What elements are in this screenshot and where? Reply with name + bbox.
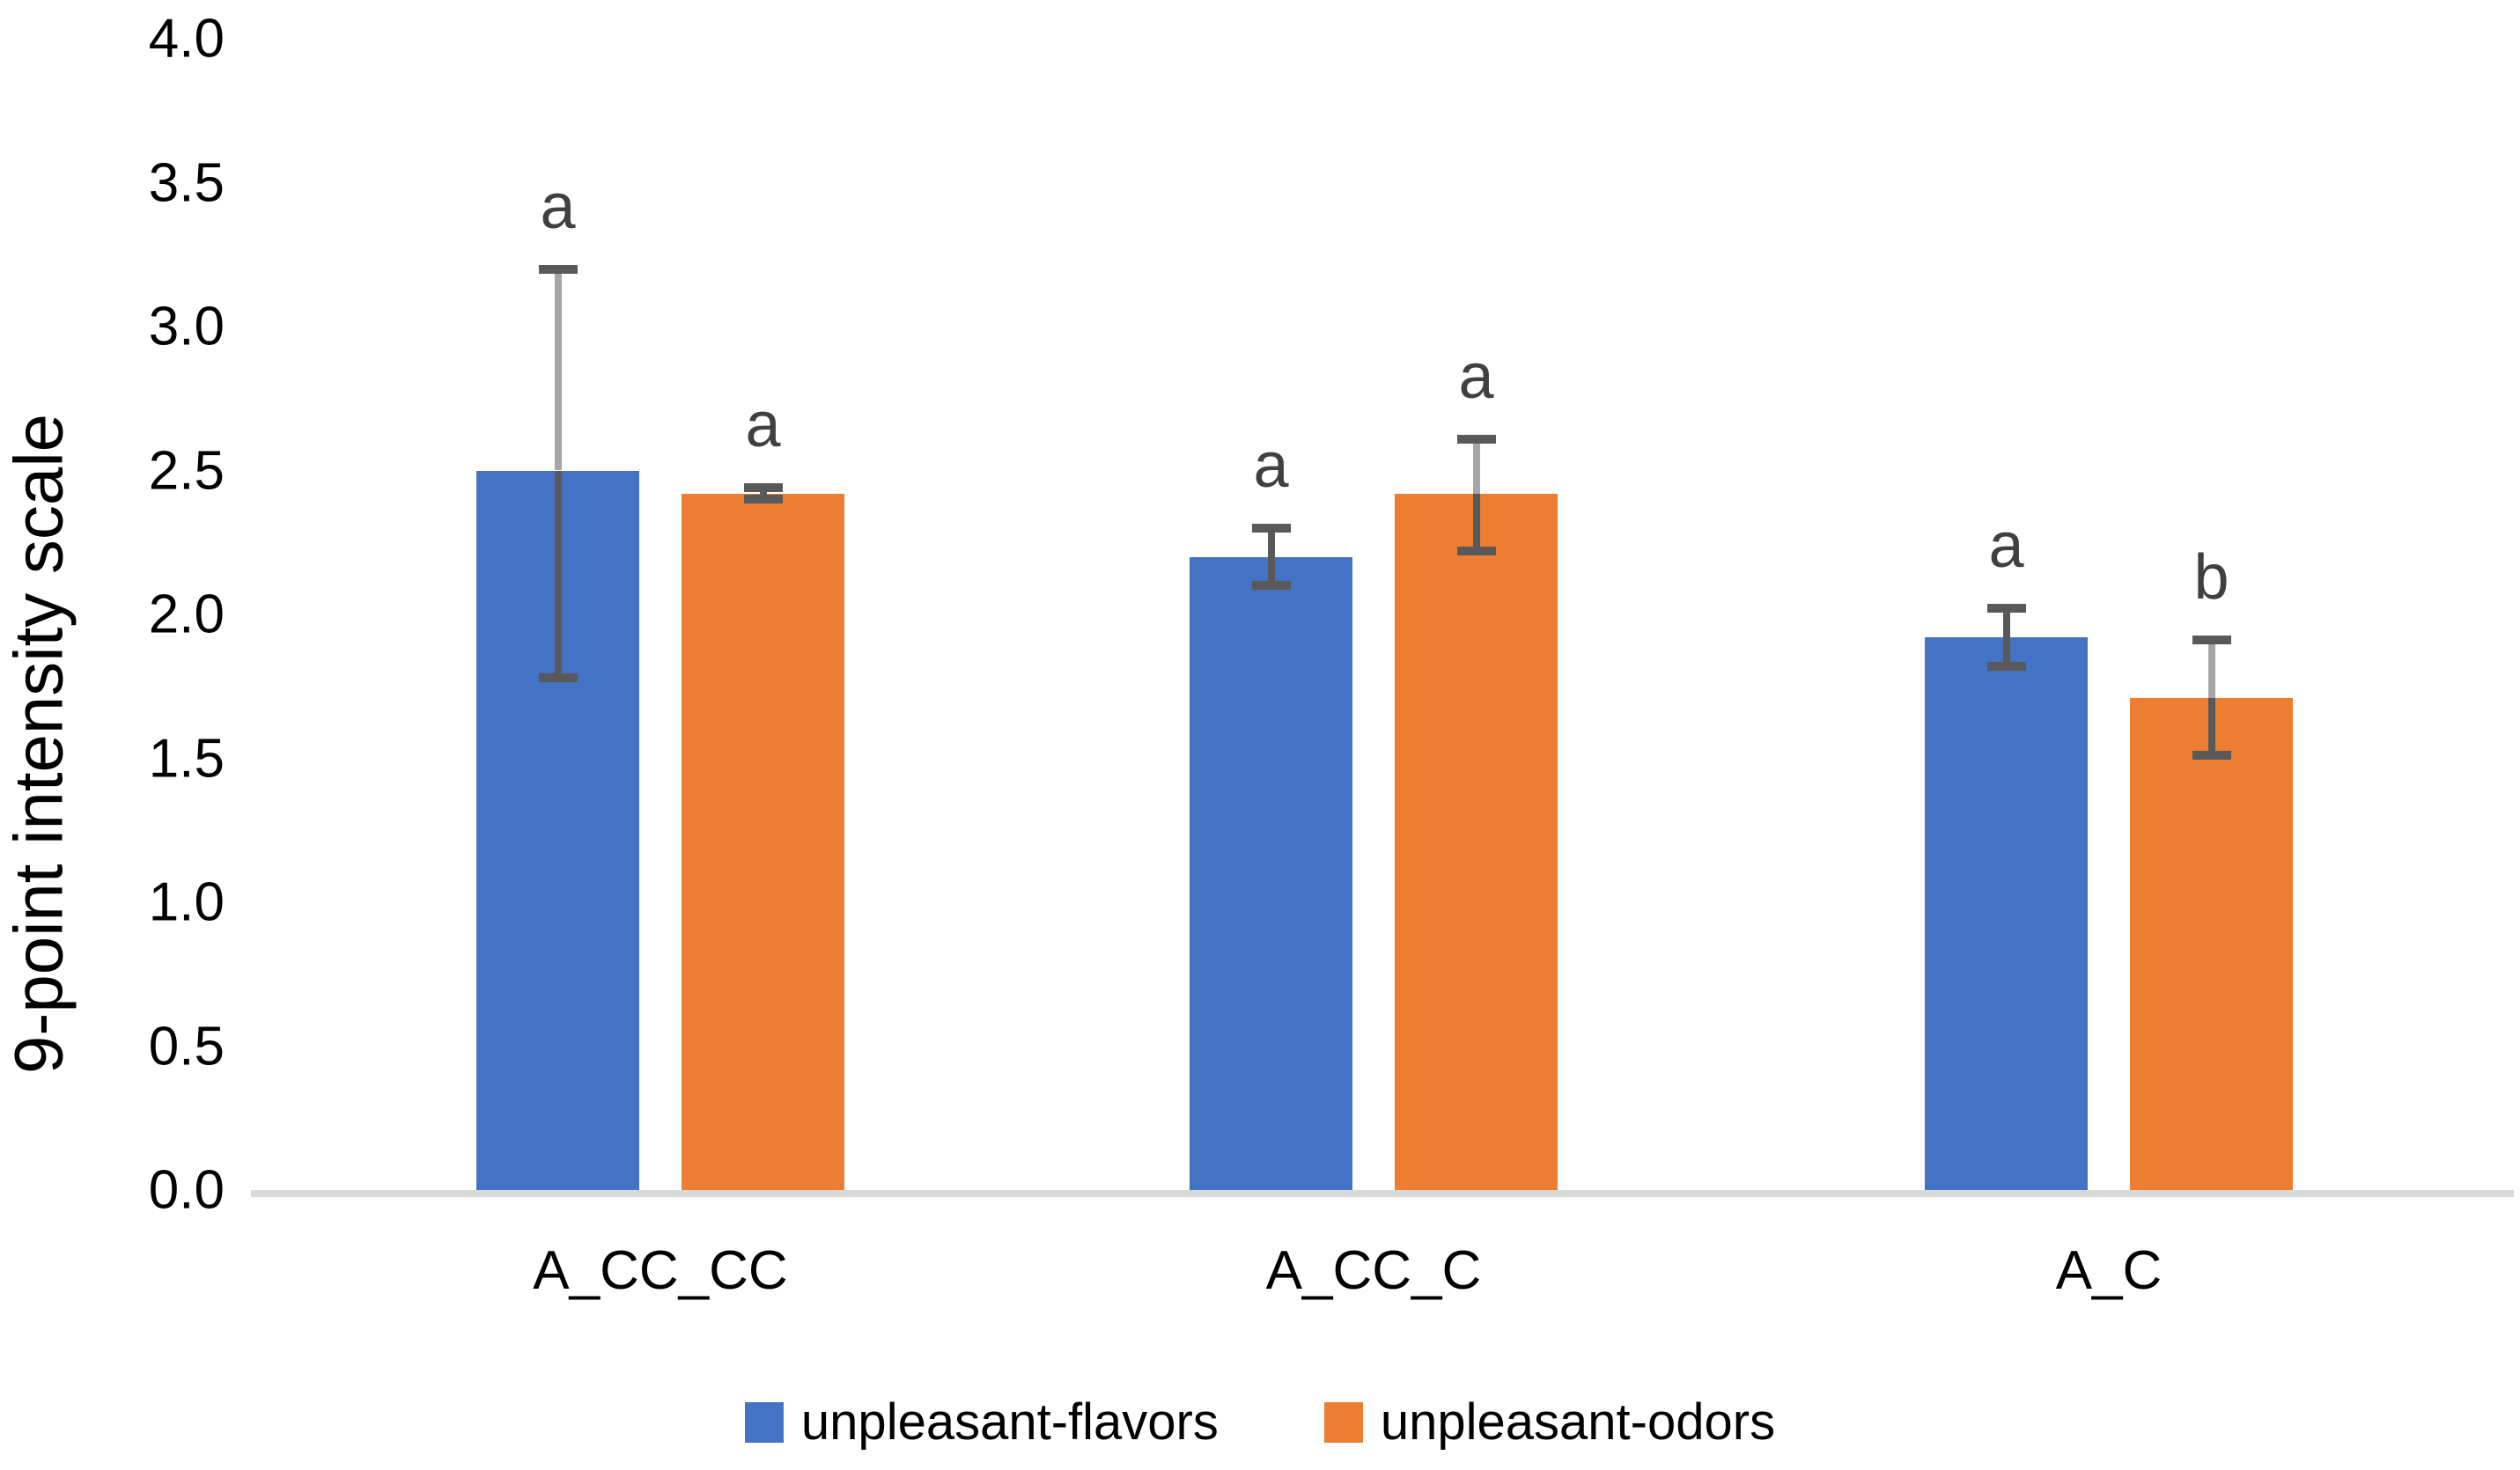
sig-letter-unpleasant-flavors-A_CC_C: a [1253,430,1289,501]
error-bar-cap-top-unpleasant-odors-A_CC_C [1456,434,1496,444]
y-tick-label-1.5: 1.5 [148,728,225,789]
y-tick-label-4.0: 4.0 [148,8,225,70]
error-bar-cap-top-unpleasant-odors-A_CC_CC [743,483,783,493]
category-label-A_CC_C: A_CC_C [1265,1240,1482,1301]
error-bar-cap-top-unpleasant-flavors-A_CC_C [1251,523,1291,533]
sig-letter-unpleasant-flavors-A_CC_CC: a [540,171,576,242]
error-bar-line-upper-unpleasant-flavors-A_CC_CC [554,268,562,471]
error-bar-line-lower-unpleasant-flavors-A_C [2002,637,2010,666]
bar-unpleasant-odors-A_C [2130,697,2293,1190]
error-bar-cap-bottom-unpleasant-odors-A_CC_C [1456,547,1496,556]
bar-unpleasant-flavors-A_CC_C [1190,556,1352,1190]
y-tick-label-0.5: 0.5 [148,1016,225,1077]
legend-item-unpleasant-flavors: unpleasant-flavors [744,1393,1219,1452]
sig-letter-unpleasant-odors-A_CC_CC: a [745,390,781,461]
error-bar-cap-bottom-unpleasant-flavors-A_CC_CC [538,673,578,682]
x-axis-line [251,1190,2514,1197]
error-bar-cap-top-unpleasant-flavors-A_C [1986,604,2026,614]
error-bar-cap-bottom-unpleasant-odors-A_C [2192,751,2231,761]
legend-item-unpleasant-odors: unpleasant-odors [1323,1393,1776,1452]
bar-unpleasant-flavors-A_C [1925,637,2088,1190]
y-tick-label-3.5: 3.5 [148,152,225,213]
y-tick-label-3.0: 3.0 [148,296,225,357]
error-bar-line-upper-unpleasant-odors-A_C [2207,640,2215,698]
legend-swatch-unpleasant-odors [1323,1401,1363,1443]
error-bar-line-upper-unpleasant-flavors-A_CC_C [1267,527,1275,557]
y-tick-label-2.5: 2.5 [148,440,225,501]
sig-letter-unpleasant-flavors-A_C: a [1988,511,2024,582]
error-bar-cap-bottom-unpleasant-flavors-A_C [1986,661,2026,671]
bar-unpleasant-odors-A_CC_C [1395,493,1558,1190]
error-bar-line-lower-unpleasant-flavors-A_CC_C [1267,556,1275,586]
sig-letter-unpleasant-odors-A_CC_C: a [1458,341,1494,412]
error-bar-line-upper-unpleasant-odors-A_CC_C [1472,438,1480,494]
error-bar-cap-top-unpleasant-odors-A_C [2192,636,2231,645]
legend-swatch-unpleasant-flavors [744,1401,784,1443]
legend-label-unpleasant-odors: unpleasant-odors [1380,1393,1776,1451]
legend: unpleasant-flavors unpleasant-odors [0,1393,2520,1452]
sig-letter-unpleasant-odors-A_C: b [2193,542,2229,614]
y-tick-label-1.0: 1.0 [148,871,225,933]
error-bar-line-lower-unpleasant-odors-A_C [2207,697,2215,756]
y-tick-label-0.0: 0.0 [148,1159,225,1221]
category-label-A_CC_CC: A_CC_CC [533,1240,788,1301]
y-tick-label-2.0: 2.0 [148,584,225,645]
error-bar-cap-top-unpleasant-flavors-A_CC_CC [538,264,578,274]
error-bar-line-lower-unpleasant-flavors-A_CC_CC [554,470,562,678]
bar-unpleasant-odors-A_CC_CC [682,493,844,1190]
error-bar-line-upper-unpleasant-flavors-A_C [2002,608,2010,638]
error-bar-cap-bottom-unpleasant-flavors-A_CC_C [1251,581,1291,591]
error-bar-line-lower-unpleasant-odors-A_CC_C [1472,493,1480,552]
legend-label-unpleasant-flavors: unpleasant-flavors [800,1393,1219,1451]
error-bar-cap-bottom-unpleasant-odors-A_CC_CC [743,495,783,504]
category-label-A_C: A_C [2055,1240,2163,1301]
